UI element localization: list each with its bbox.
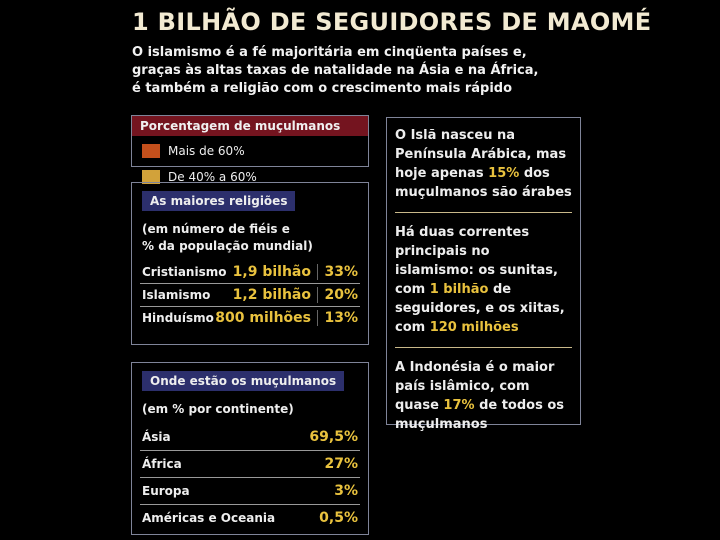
religion-followers: 1,2 bilhão (232, 287, 311, 303)
continents-title: Onde estão os muçulmanos (142, 371, 345, 391)
religions-note: (em número de fiéis e % da população mund… (142, 221, 368, 255)
continent-name: Ásia (142, 430, 171, 444)
religion-row: Islamismo 1,2 bilhão 20% (140, 284, 360, 307)
fact-highlight: 17% (443, 398, 475, 413)
continent-name: Europa (142, 484, 190, 498)
religion-name: Islamismo (142, 288, 211, 302)
fact-highlight: 120 milhões (429, 320, 519, 335)
continent-percent: 3% (334, 483, 358, 499)
continent-row: Europa 3% (140, 478, 360, 505)
religion-percent: 13% (317, 310, 358, 326)
subtitle-line: O islamismo é a fé majoritária em cinqüe… (132, 45, 527, 60)
legend: Porcentagem de muçulmanos Mais de 60% De … (131, 115, 369, 184)
fact-text: Há duas correntes principais no islamism… (395, 225, 558, 297)
religion-followers: 800 milhões (215, 310, 311, 326)
legend-items: Mais de 60% De 40% a 60% (132, 136, 368, 188)
religion-percent: 33% (317, 264, 358, 280)
religion-row: Hinduísmo 800 milhões 13% (140, 307, 360, 329)
fact: Há duas correntes principais no islamism… (395, 221, 572, 348)
religion-followers: 1,9 bilhão (232, 264, 311, 280)
continents-box: Onde estão os muçulmanos (em % por conti… (131, 362, 369, 535)
fact-highlight: 15% (488, 166, 520, 181)
religion-percent: 20% (317, 287, 358, 303)
continent-row: Ásia 69,5% (140, 424, 360, 451)
legend-swatch (142, 144, 160, 158)
fact-highlight: 1 bilhão (429, 282, 489, 297)
continent-row: Américas e Oceania 0,5% (140, 505, 360, 531)
fact-text: de todos os muçulmanos (395, 398, 565, 432)
legend-item: De 40% a 60% (142, 170, 257, 184)
subtitle-line: é também a religião com o crescimento ma… (132, 81, 513, 96)
continent-row: África 27% (140, 451, 360, 478)
continents-table: Ásia 69,5% África 27% Europa 3% Américas e Oce… (132, 424, 368, 531)
fact-text: de seguidores, e os xiitas, com (395, 282, 565, 335)
fact-text: A Indonésia é o maior país islâmico, com… (395, 360, 555, 413)
note-line: % da população mundial) (142, 239, 313, 253)
facts-box: O Islã nasceu na Península Arábica, mas … (386, 117, 581, 432)
fact-text: O Islã nasceu na Península Arábica, mas … (395, 128, 567, 181)
religions-box: As maiores religiões (em número de fiéis… (131, 182, 369, 345)
continent-name: Américas e Oceania (142, 511, 276, 525)
legend-title: Porcentagem de muçulmanos (132, 116, 368, 136)
religion-name: Cristianismo (142, 265, 227, 279)
legend-label: De 40% a 60% (168, 170, 257, 184)
subtitle: O islamismo é a fé majoritária em cinqüe… (132, 44, 538, 98)
fact-text: dos muçulmanos são árabes (395, 166, 572, 200)
fact: A Indonésia é o maior país islâmico, com… (395, 356, 572, 444)
continent-percent: 69,5% (309, 429, 358, 445)
title: 1 BILHÃO DE SEGUIDORES DE MAOMÉ (132, 8, 652, 36)
legend-swatch (142, 170, 160, 184)
legend-label: Mais de 60% (168, 144, 245, 158)
continent-name: África (142, 457, 182, 471)
religions-title: As maiores religiões (142, 191, 296, 211)
continent-percent: 27% (324, 456, 358, 472)
religion-name: Hinduísmo (142, 311, 214, 325)
subtitle-line: graças às altas taxas de natalidade na Á… (132, 63, 539, 78)
legend-item: Mais de 60% (142, 144, 245, 158)
continent-percent: 0,5% (319, 510, 358, 526)
religion-row: Cristianismo 1,9 bilhão 33% (140, 261, 360, 284)
religions-table: Cristianismo 1,9 bilhão 33% Islamismo 1,2 bi… (132, 261, 368, 329)
continents-note: (em % por continente) (142, 402, 294, 416)
note-line: (em número de fiéis e (142, 222, 290, 236)
fact: O Islã nasceu na Península Arábica, mas … (395, 124, 572, 213)
